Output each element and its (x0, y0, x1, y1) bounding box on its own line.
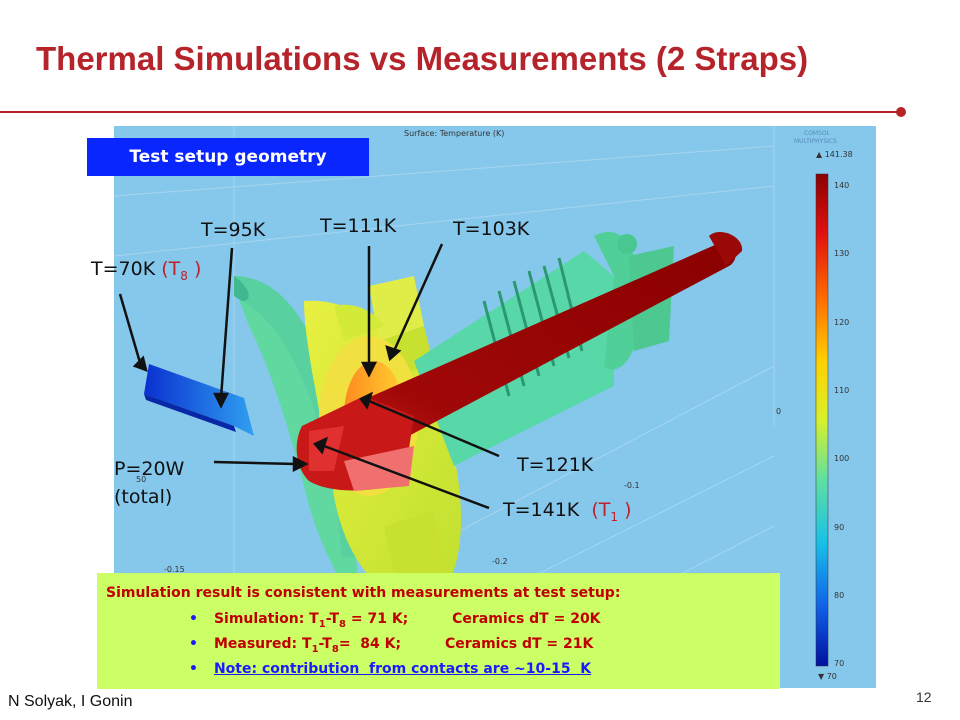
title-rule (0, 111, 900, 113)
label-t70-tag: (T8 ) (161, 258, 202, 283)
outer-flange (234, 284, 357, 606)
arrow-t70 (118, 293, 143, 367)
note-bullet-contacts: • Note: contribution from contacts are ~1… (189, 661, 591, 677)
colorbar-tick-90: 90 (834, 523, 844, 532)
arrow-t141 (323, 444, 490, 510)
footer-author: N Solyak, I Gonin (8, 693, 133, 710)
label-t141-tag-open: (T (591, 499, 611, 521)
bullet-dot: • (189, 611, 198, 627)
axis-label-0: 0 (776, 407, 781, 416)
label-power: P=20W (total) (114, 455, 184, 511)
note-bullet-measured: • Measured: T1-T8= 84 K; Ceramics dT = 21… (189, 636, 593, 655)
surface-caption: Surface: Temperature (K) (404, 129, 504, 138)
bullet-sub: 8 (331, 643, 339, 655)
colorbar-tick-100: 100 (834, 454, 849, 463)
bullet-text: -T (318, 636, 332, 652)
slide-title: Thermal Simulations vs Measurements (2 S… (36, 40, 809, 77)
note-bullet-simulation: • Simulation: T1-T8 = 71 K; Ceramics dT =… (189, 611, 601, 630)
bullet-dot: • (189, 661, 198, 677)
colorbar-tick-130: 130 (834, 249, 849, 258)
simulation-figure: 0 -0.1 -0.2 50 -0.15 Surface: Temperatur… (114, 126, 876, 688)
label-t70-tag-sub: 8 (180, 268, 188, 283)
copper-strap (144, 364, 254, 436)
axis-label-1: -0.1 (624, 481, 640, 490)
title-rule-dot (896, 107, 906, 117)
bullet-text: Simulation: T (213, 611, 319, 627)
simulation-render: 0 -0.1 -0.2 50 -0.15 Surface: Temperatur… (114, 126, 853, 687)
colorbar-tick-110: 110 (834, 386, 849, 395)
note-heading: Simulation result is consistent with mea… (106, 585, 621, 601)
bullet-text: -T (325, 611, 340, 627)
colorbar-tick-140: 140 (834, 181, 849, 190)
colorbar-tick-70: 70 (834, 659, 844, 668)
label-t70-tag-close: ) (193, 258, 202, 280)
colorbar (815, 173, 829, 667)
label-t141-tag-close: ) (624, 499, 632, 521)
label-t103: T=103K (453, 218, 530, 240)
label-t70-tag-open: (T (161, 258, 181, 280)
label-t141-value: T=141K (503, 499, 580, 521)
bullet-text: = 84 K; Ceramics dT = 21K (338, 636, 594, 652)
annotation-arrows (118, 243, 500, 510)
colorbar-ticks: 140 130 120 110 100 90 80 70 (834, 181, 849, 668)
colorbar-max: ▲ 141.38 (816, 150, 853, 159)
label-t70: T=70K (T8 ) (91, 258, 201, 283)
label-t95: T=95K (201, 219, 266, 241)
setup-label: Test setup geometry (87, 138, 369, 176)
bullet-text: = 71 K; Ceramics dT = 20K (345, 611, 601, 627)
label-t70-value: T=70K (91, 258, 156, 280)
bullet-sub: 8 (339, 618, 346, 630)
axis-label-2: -0.2 (492, 557, 508, 566)
label-power-line-1: P=20W (114, 458, 185, 480)
arrow-t121 (368, 399, 500, 458)
label-t141-tag-sub: 1 (610, 509, 619, 524)
comsol-logo-line-1: COMSOL (804, 130, 831, 137)
axis-label-4: -0.15 (164, 565, 185, 574)
bullet-sub: 1 (311, 643, 319, 655)
bullet-text: Measured: T (213, 636, 312, 652)
bullet-dot: • (189, 636, 198, 652)
bullet-sub: 1 (318, 618, 326, 630)
label-t141-tag: (T1 ) (591, 499, 632, 524)
page-number: 12 (916, 689, 932, 705)
colorbar-min: ▼ 70 (818, 672, 837, 681)
arrow-power (213, 460, 297, 466)
label-t111: T=111K (320, 215, 397, 237)
label-t121: T=121K (517, 454, 594, 476)
colorbar-tick-120: 120 (834, 318, 849, 327)
arrow-t95 (219, 247, 234, 399)
label-power-line-2: (total) (114, 486, 173, 508)
arrow-t103 (392, 243, 444, 352)
axis-label-3: 50 (136, 475, 146, 484)
summary-note-box: Simulation result is consistent with mea… (97, 573, 780, 689)
flange-edge (234, 276, 249, 301)
label-t141: T=141K (T1 ) (503, 499, 632, 524)
bullet-text: Note: contribution from contacts are ~10… (213, 661, 592, 677)
comsol-logo-line-2: MULTIPHYSICS (794, 138, 837, 145)
colorbar-tick-80: 80 (834, 591, 844, 600)
